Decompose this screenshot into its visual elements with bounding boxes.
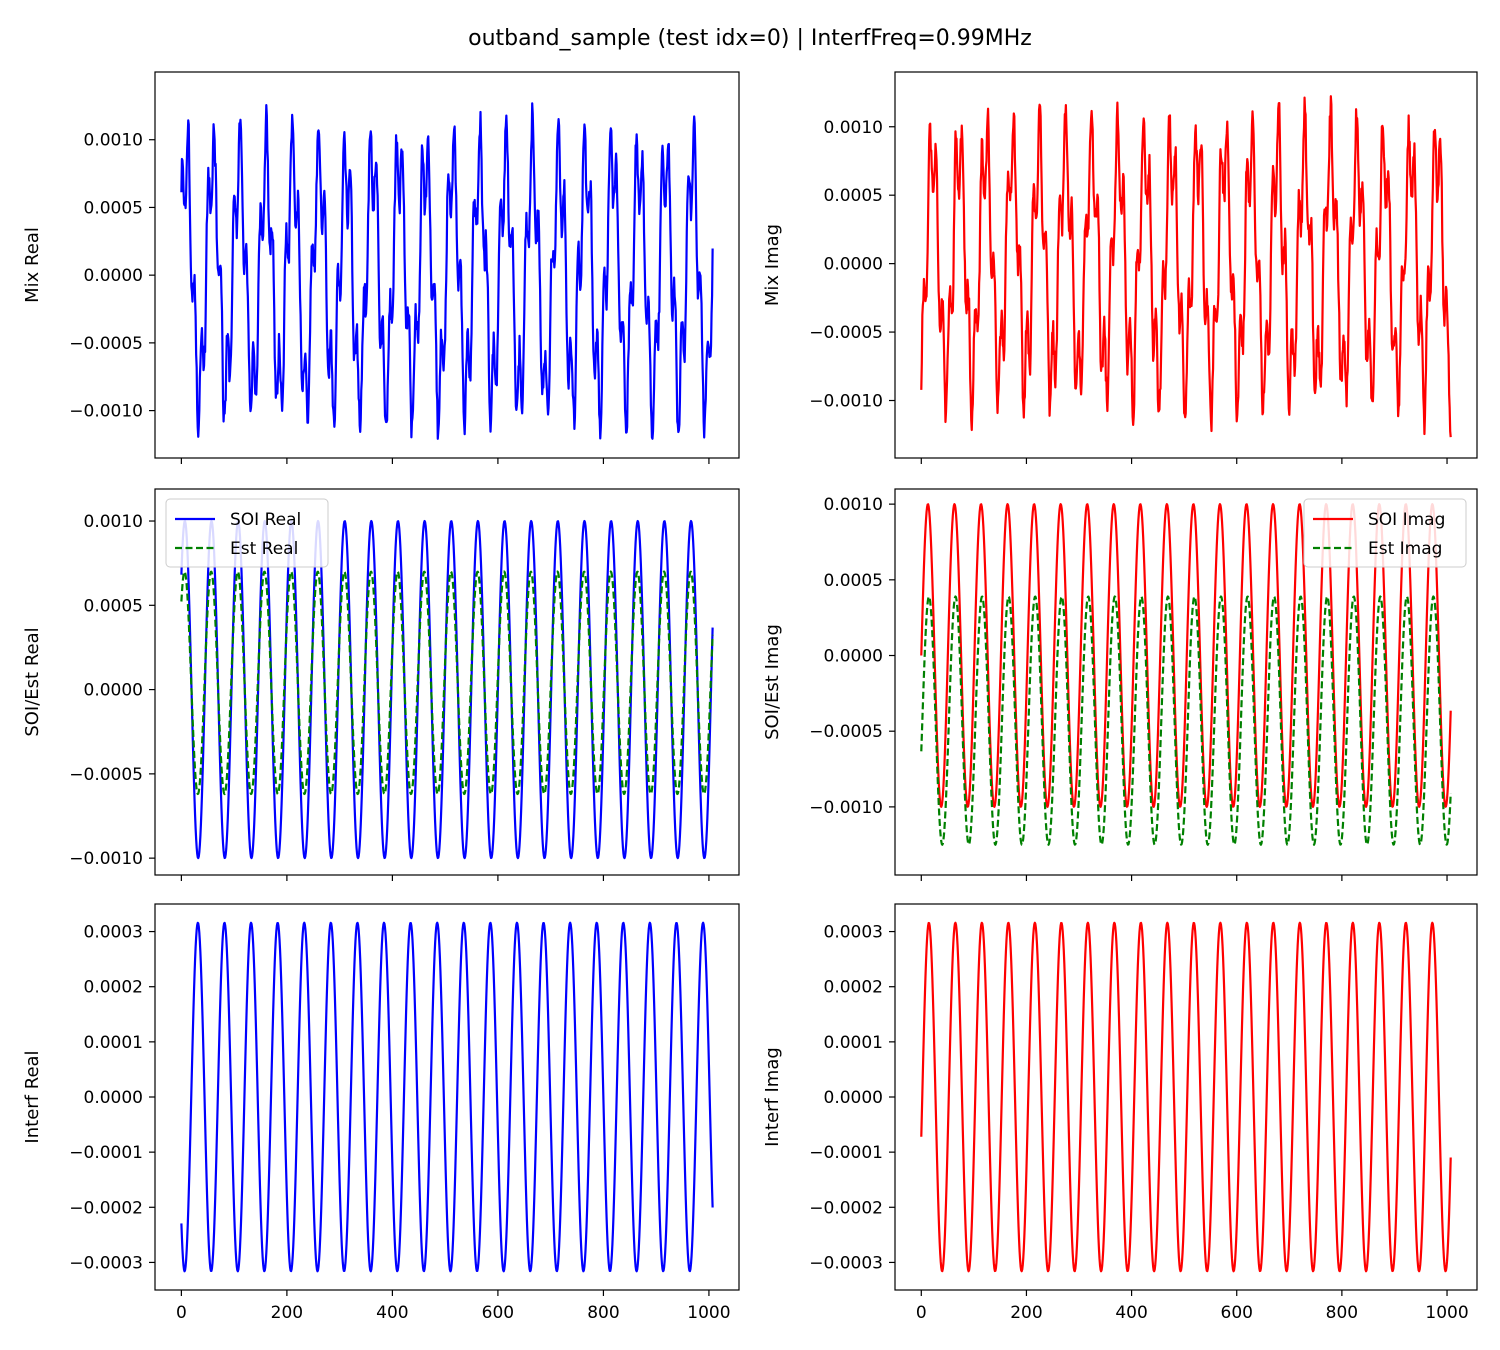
- y-tick-label: −0.0003: [69, 1253, 143, 1273]
- y-tick-label: −0.0005: [809, 722, 883, 742]
- y-tick-label: −0.0010: [69, 849, 143, 869]
- x-tick-label: 400: [1115, 1303, 1147, 1323]
- plot-area-interf-imag: [920, 921, 1452, 1273]
- plot-area-soi-est-imag: [920, 503, 1452, 846]
- y-tick-label: −0.0010: [809, 798, 883, 818]
- x-tick-label: 1000: [1425, 1303, 1468, 1323]
- x-tick-label: 200: [271, 1303, 303, 1323]
- series-line-mix-imag-0: [920, 95, 1452, 438]
- y-tick-label: 0.0003: [84, 923, 143, 943]
- y-tick-label: 0.0005: [84, 198, 143, 218]
- y-tick-label: 0.0000: [84, 266, 143, 286]
- y-tick-label: 0.0005: [824, 186, 883, 206]
- y-tick-label: 0.0010: [84, 131, 143, 151]
- x-tick-label: 800: [1326, 1303, 1358, 1323]
- legend-entry: SOI Real: [230, 510, 301, 530]
- axes-frame: [154, 71, 740, 459]
- legend-entry: Est Real: [230, 539, 298, 559]
- y-tick-label: 0.0010: [84, 512, 143, 532]
- legend: SOI Real Est Real: [165, 498, 329, 568]
- y-axis-label: Mix Imag: [762, 224, 783, 306]
- y-tick-label: −0.0005: [809, 323, 883, 343]
- x-tick-label: 0: [176, 1303, 187, 1323]
- y-tick-label: 0.0000: [824, 255, 883, 275]
- y-tick-label: 0.0005: [84, 596, 143, 616]
- y-tick-label: −0.0002: [69, 1198, 143, 1218]
- subplot-mix-real: −0.0010 −0.0005 0.0000 0.0005 0.0010 Mix Real: [22, 71, 740, 464]
- y-axis-label: SOI/Est Imag: [762, 624, 783, 740]
- plot-area-mix-real: [180, 102, 714, 440]
- x-tick-label: 400: [376, 1303, 408, 1323]
- x-tick-label: 600: [482, 1303, 514, 1323]
- subplot-soi-est-real: −0.0010 −0.0005 0.0000 0.0005 0.0010 SOI/Est …: [22, 488, 740, 881]
- legend-entry: SOI Imag: [1368, 510, 1445, 530]
- y-tick-label: 0.0010: [824, 495, 883, 515]
- subplot-grid: −0.0010 −0.0005 0.0000 0.0005 0.0010 Mix Real…: [22, 71, 1478, 1323]
- y-axis-label: SOI/Est Real: [22, 627, 43, 736]
- subplot-soi-est-imag: −0.0010 −0.0005 0.0000 0.0005 0.0010 SOI/Est …: [762, 488, 1478, 881]
- y-tick-label: 0.0001: [84, 1033, 143, 1053]
- series-line-interf-real-0: [180, 921, 714, 1273]
- y-tick-label: 0.0002: [84, 978, 143, 998]
- figure-title: outband_sample (test idx=0) | InterfFreq…: [468, 26, 1032, 51]
- legend-box: [165, 498, 329, 568]
- y-tick-label: 0.0001: [824, 1033, 883, 1053]
- y-tick-label: 0.0000: [824, 1088, 883, 1108]
- y-tick-label: 0.0000: [84, 681, 143, 701]
- y-tick-label: −0.0005: [69, 765, 143, 785]
- x-tick-label: 200: [1010, 1303, 1042, 1323]
- y-tick-label: 0.0005: [824, 571, 883, 591]
- y-tick-label: 0.0010: [824, 118, 883, 138]
- y-axis-label: Interf Imag: [762, 1047, 783, 1147]
- axes-frame: [894, 71, 1478, 459]
- series-line-est-real: [180, 570, 714, 796]
- axes-frame: [154, 488, 740, 876]
- y-tick-label: 0.0000: [84, 1088, 143, 1108]
- y-axis-label: Interf Real: [22, 1050, 43, 1143]
- y-tick-label: −0.0001: [69, 1143, 143, 1163]
- series-line-mix-real-0: [180, 102, 714, 440]
- x-tick-label: 600: [1221, 1303, 1253, 1323]
- plot-area-interf-real: [180, 921, 714, 1273]
- x-tick-label: 0: [916, 1303, 927, 1323]
- y-tick-label: −0.0010: [809, 392, 883, 412]
- legend-entry: Est Imag: [1368, 539, 1442, 559]
- legend-box: [1303, 498, 1467, 568]
- y-tick-label: −0.0010: [69, 402, 143, 422]
- axes-frame: [894, 488, 1478, 876]
- y-tick-label: −0.0005: [69, 334, 143, 354]
- y-tick-label: −0.0002: [809, 1198, 883, 1218]
- legend: SOI Imag Est Imag: [1303, 498, 1467, 568]
- series-line-est-imag: [920, 595, 1452, 846]
- series-line-interf-imag-0: [920, 921, 1452, 1273]
- x-tick-label: 1000: [687, 1303, 730, 1323]
- plot-area-soi-est-real: [180, 519, 714, 860]
- subplot-interf-real: −0.0003 −0.0002 −0.0001 0.0000 0.0001 0.0002 0…: [22, 903, 740, 1323]
- y-tick-label: −0.0003: [809, 1253, 883, 1273]
- y-tick-label: 0.0000: [824, 647, 883, 667]
- y-tick-label: 0.0002: [824, 978, 883, 998]
- x-tick-label: 800: [587, 1303, 619, 1323]
- y-axis-label: Mix Real: [22, 227, 43, 303]
- subplot-interf-imag: −0.0003 −0.0002 −0.0001 0.0000 0.0001 0.0002 0…: [762, 903, 1478, 1323]
- subplot-mix-imag: −0.0010 −0.0005 0.0000 0.0005 0.0010 Mix Imag: [762, 71, 1478, 464]
- y-tick-label: −0.0001: [809, 1143, 883, 1163]
- y-tick-label: 0.0003: [824, 923, 883, 943]
- plot-area-mix-imag: [920, 95, 1452, 438]
